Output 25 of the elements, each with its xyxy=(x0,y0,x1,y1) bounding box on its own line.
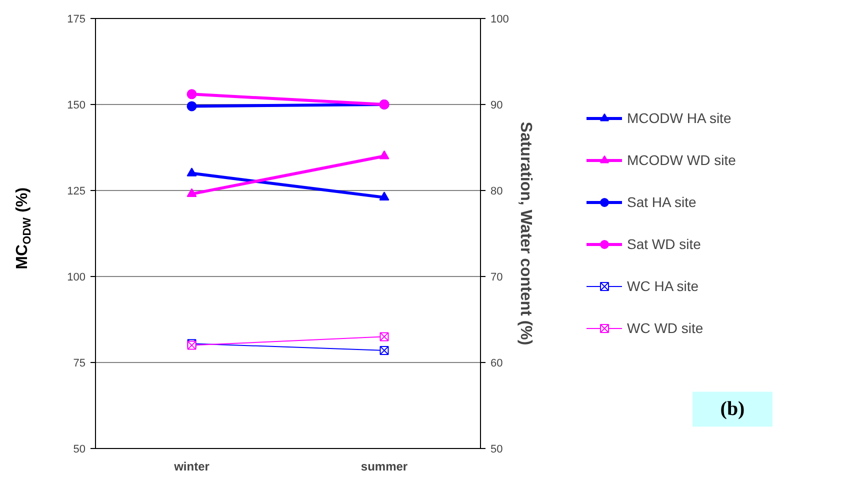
y-tick-label: 175 xyxy=(67,14,86,26)
legend-label: Sat HA site xyxy=(627,194,696,210)
y2-tick-label: 90 xyxy=(490,100,503,112)
legend-label: Sat WD site xyxy=(627,236,701,252)
y2-tick-label: 100 xyxy=(490,14,509,26)
y-tick-label: 150 xyxy=(67,100,86,112)
x-tick-label: winter xyxy=(173,460,210,474)
y-axis-title: MCODW (%) xyxy=(14,187,34,270)
x-tick-label: summer xyxy=(360,460,408,474)
y2-tick-label: 70 xyxy=(490,272,503,284)
legend-label: MCODW WD site xyxy=(627,152,736,168)
legend-label: WC WD site xyxy=(627,320,704,336)
y2-tick-label: 80 xyxy=(490,186,503,198)
y-tick-label: 75 xyxy=(73,358,86,370)
point xyxy=(186,101,197,112)
y2-tick-label: 60 xyxy=(490,358,503,370)
y-tick-label: 100 xyxy=(67,272,86,284)
point xyxy=(186,89,197,100)
legend-label: WC HA site xyxy=(627,278,699,294)
text: (b) xyxy=(720,398,745,420)
y-tick-label: 125 xyxy=(67,186,86,198)
y2-tick-label: 50 xyxy=(490,444,503,456)
y2-axis-title: Saturation, Water content (%) xyxy=(516,122,534,346)
y-tick-label: 50 xyxy=(73,444,86,456)
legend-label: MCODW HA site xyxy=(627,110,732,126)
